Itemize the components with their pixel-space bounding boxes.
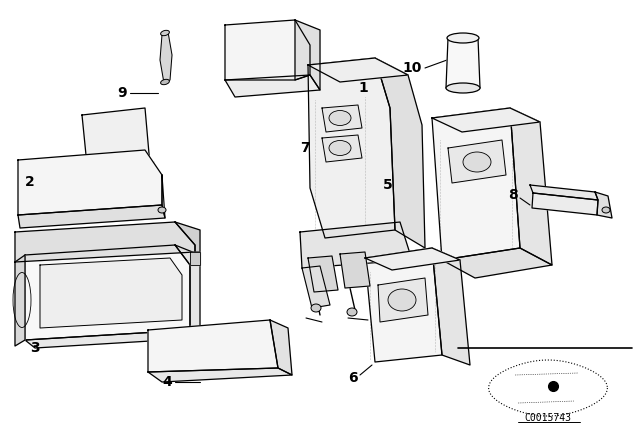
- Polygon shape: [375, 58, 425, 248]
- Ellipse shape: [446, 83, 480, 93]
- Polygon shape: [302, 266, 330, 308]
- Polygon shape: [432, 108, 520, 260]
- Polygon shape: [308, 58, 395, 238]
- Polygon shape: [595, 192, 612, 218]
- Polygon shape: [532, 193, 598, 215]
- Text: 8: 8: [508, 188, 518, 202]
- Polygon shape: [300, 222, 412, 268]
- Ellipse shape: [347, 308, 357, 316]
- Ellipse shape: [463, 152, 491, 172]
- Polygon shape: [365, 248, 460, 270]
- Text: 10: 10: [403, 61, 422, 75]
- Polygon shape: [225, 75, 320, 97]
- Ellipse shape: [388, 289, 416, 311]
- Ellipse shape: [447, 33, 479, 43]
- Polygon shape: [308, 256, 338, 292]
- Polygon shape: [162, 175, 165, 218]
- Polygon shape: [322, 135, 362, 162]
- Text: 9: 9: [117, 86, 127, 100]
- Polygon shape: [322, 105, 362, 132]
- Polygon shape: [225, 20, 310, 80]
- Polygon shape: [308, 58, 408, 82]
- Polygon shape: [378, 278, 428, 322]
- Polygon shape: [446, 38, 480, 88]
- Polygon shape: [365, 248, 442, 362]
- Ellipse shape: [311, 304, 321, 312]
- Polygon shape: [270, 320, 292, 375]
- Polygon shape: [175, 245, 200, 338]
- Text: 4: 4: [163, 375, 172, 389]
- Text: 6: 6: [348, 371, 358, 385]
- Polygon shape: [82, 108, 150, 175]
- Ellipse shape: [161, 79, 170, 85]
- Ellipse shape: [329, 141, 351, 155]
- Ellipse shape: [602, 207, 610, 213]
- Polygon shape: [340, 252, 370, 288]
- Polygon shape: [448, 140, 506, 183]
- Text: 5: 5: [383, 178, 393, 192]
- Text: C0015743: C0015743: [525, 413, 572, 423]
- Text: 7: 7: [300, 141, 310, 155]
- Polygon shape: [160, 32, 172, 83]
- Polygon shape: [148, 320, 278, 372]
- Polygon shape: [148, 368, 292, 382]
- Polygon shape: [432, 108, 540, 132]
- Text: 2: 2: [25, 175, 35, 189]
- Text: 3: 3: [30, 341, 40, 355]
- Polygon shape: [442, 248, 552, 278]
- Text: 1: 1: [358, 81, 368, 95]
- Polygon shape: [510, 108, 552, 265]
- Ellipse shape: [329, 111, 351, 125]
- Polygon shape: [190, 252, 200, 265]
- Polygon shape: [40, 258, 182, 328]
- Polygon shape: [18, 205, 165, 228]
- Polygon shape: [175, 222, 200, 252]
- Polygon shape: [530, 185, 598, 200]
- Polygon shape: [295, 20, 320, 90]
- Polygon shape: [25, 245, 190, 340]
- Polygon shape: [18, 150, 162, 215]
- Polygon shape: [15, 255, 25, 346]
- Ellipse shape: [158, 207, 166, 213]
- Polygon shape: [25, 330, 200, 348]
- Ellipse shape: [161, 30, 170, 36]
- Polygon shape: [15, 222, 195, 262]
- Polygon shape: [432, 248, 470, 365]
